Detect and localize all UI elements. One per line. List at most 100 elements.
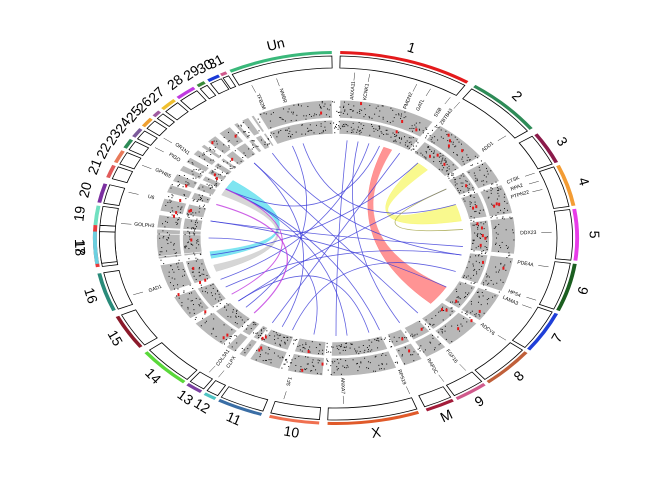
track-point: [172, 269, 174, 271]
track-point: [460, 182, 462, 184]
track-point: [317, 359, 319, 361]
track-inner: [182, 234, 203, 255]
gene-tick: [459, 364, 467, 371]
track-point: [459, 298, 461, 300]
track-point: [442, 155, 444, 157]
track-point: [410, 335, 412, 337]
track-highlight: [172, 214, 175, 218]
chromosome-ideogram: [538, 166, 570, 209]
track-point: [288, 366, 290, 368]
track-point: [505, 245, 507, 247]
track-point: [438, 344, 440, 346]
track-point: [185, 181, 187, 183]
track-point: [438, 168, 440, 170]
gene-label: CTSK: [506, 175, 521, 186]
track-point: [198, 187, 200, 189]
track-point: [430, 342, 432, 344]
track-point: [479, 212, 481, 214]
track-point: [198, 155, 200, 157]
track-point: [213, 140, 215, 142]
track-point: [477, 234, 479, 236]
track-point: [481, 265, 483, 267]
track-point: [360, 362, 362, 364]
track-point: [198, 244, 200, 246]
track-point: [247, 319, 249, 321]
track-point: [411, 130, 413, 132]
track-point: [252, 140, 254, 142]
track-point: [472, 240, 474, 242]
track-point: [486, 240, 488, 242]
track-point: [487, 197, 489, 199]
track-point: [359, 129, 361, 131]
track-point: [178, 219, 180, 221]
track-point: [371, 349, 373, 351]
track-point: [450, 307, 452, 309]
track-point: [171, 194, 173, 196]
track-point: [391, 341, 393, 343]
track-point: [512, 229, 514, 231]
track-point: [346, 342, 348, 344]
track-point: [309, 351, 311, 353]
track-outer: [465, 161, 500, 189]
track-point: [324, 126, 326, 128]
track-point: [191, 170, 193, 172]
track-point: [166, 239, 168, 241]
track-point: [223, 343, 225, 345]
track-point: [470, 282, 472, 284]
track-point: [216, 305, 218, 307]
track-point: [442, 157, 444, 159]
chromosome-ideogram: [99, 205, 119, 227]
track-point: [232, 309, 234, 311]
track-point: [209, 184, 211, 186]
track-point: [440, 136, 442, 138]
track-highlight: [457, 327, 460, 331]
track-point: [201, 171, 203, 173]
track-point: [213, 318, 215, 320]
track-point: [449, 314, 451, 316]
track-outer: [200, 144, 222, 160]
track-point: [279, 343, 281, 345]
track-point: [193, 275, 195, 277]
track-point: [415, 151, 417, 153]
track-point: [194, 254, 196, 256]
track-point: [364, 349, 366, 351]
chromosome-band: [97, 273, 116, 312]
track-point: [358, 366, 360, 368]
track-point: [229, 168, 231, 170]
track-point: [431, 141, 433, 143]
gene-tick: [522, 304, 532, 309]
track-point: [433, 323, 435, 325]
track-point: [373, 128, 375, 130]
track-highlight: [321, 362, 324, 366]
chromosome-ideogram: [538, 261, 571, 310]
track-point: [441, 332, 443, 334]
track-point: [198, 268, 200, 270]
track-point: [453, 152, 455, 154]
track-point: [290, 135, 292, 137]
track-point: [268, 143, 270, 145]
chromosome-ideogram: [136, 130, 158, 146]
track-point: [463, 318, 465, 320]
track-point: [366, 367, 368, 369]
link: [238, 275, 370, 333]
track-point: [319, 344, 321, 346]
track-point: [168, 196, 170, 198]
track-point: [395, 139, 397, 141]
track-point: [446, 163, 448, 165]
track-point: [495, 266, 497, 268]
track-point: [468, 261, 470, 263]
track-point: [482, 180, 484, 182]
track-point: [473, 239, 475, 241]
track-point: [470, 301, 472, 303]
track-point: [398, 337, 400, 339]
track-highlight: [204, 310, 207, 314]
track-point: [379, 126, 381, 128]
link: [225, 188, 283, 295]
track-point: [433, 156, 435, 158]
track-point: [466, 159, 468, 161]
track-point: [351, 343, 353, 345]
track-point: [392, 109, 394, 111]
track-point: [445, 338, 447, 340]
track-point: [452, 173, 454, 175]
track-point: [428, 146, 430, 148]
